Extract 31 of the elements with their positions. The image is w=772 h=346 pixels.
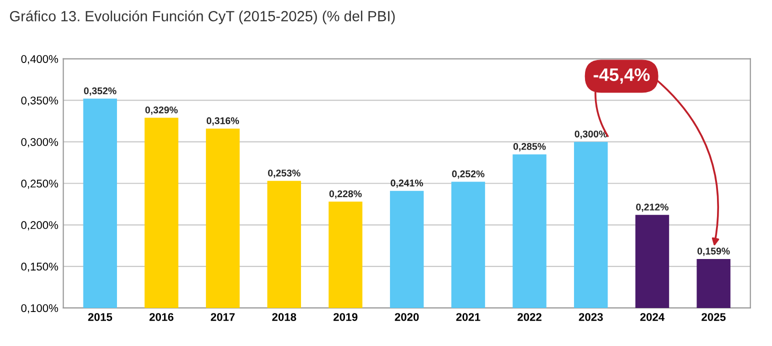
x-tick-label: 2022 bbox=[518, 313, 542, 321]
data-label: 0,212% bbox=[636, 204, 668, 212]
data-label: 0,329% bbox=[145, 106, 178, 115]
y-tick-label: 0,100% bbox=[21, 304, 58, 314]
x-tick-label: 2023 bbox=[578, 313, 603, 321]
data-label: 0,253% bbox=[268, 170, 300, 178]
y-tick-label: 0,250% bbox=[21, 180, 58, 189]
x-tick-label: 2015 bbox=[88, 313, 112, 321]
data-label: 0,352% bbox=[84, 87, 116, 96]
data-label: 0,316% bbox=[206, 117, 240, 126]
chart-title: Gráfico 13. Evolución Función CyT (2015-2025) (% del PBI) bbox=[10, 10, 395, 24]
annotation: -45,4% bbox=[594, 68, 650, 84]
y-tick-label: 0,300% bbox=[21, 138, 58, 148]
y-tick-label: 0,200% bbox=[21, 221, 58, 230]
x-tick-label: 2025 bbox=[702, 313, 726, 321]
data-label: 0,300% bbox=[574, 130, 608, 139]
x-tick-label: 2020 bbox=[394, 313, 419, 321]
data-label: 0,241% bbox=[390, 180, 424, 188]
x-tick-label: 2016 bbox=[149, 313, 174, 321]
x-tick-label: 2019 bbox=[334, 313, 358, 321]
y-tick-label: 0,150% bbox=[21, 262, 58, 272]
data-label: 0,228% bbox=[329, 190, 362, 199]
x-tick-label: 2021 bbox=[456, 313, 480, 321]
x-tick-label: 2024 bbox=[640, 313, 665, 321]
y-tick-label: 0,400% bbox=[21, 55, 58, 64]
x-tick-label: 2018 bbox=[272, 313, 296, 321]
data-label: 0,285% bbox=[513, 143, 546, 152]
data-label: 0,159% bbox=[697, 248, 730, 256]
x-tick-label: 2017 bbox=[210, 313, 235, 321]
data-label: 0,252% bbox=[452, 170, 484, 179]
y-tick-label: 0,350% bbox=[21, 96, 58, 106]
